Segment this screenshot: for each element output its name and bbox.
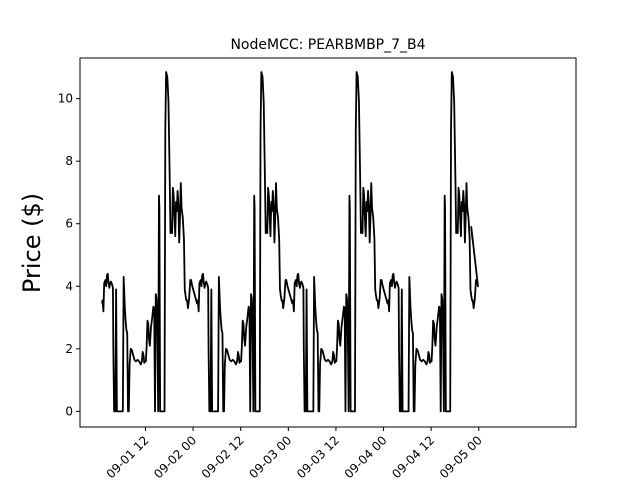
x-tick-label: 09-01 12 (104, 433, 152, 480)
x-tick-label: 09-02 12 (199, 433, 247, 480)
y-axis-ticks: 0 2 4 6 8 10 (58, 92, 80, 418)
x-tick-label: 09-02 00 (151, 433, 199, 480)
x-tick-label: 09-04 00 (342, 433, 390, 480)
x-tick-label: 09-03 12 (294, 433, 342, 480)
y-tick-label: 6 (65, 217, 73, 231)
y-tick-label: 4 (65, 279, 73, 293)
y-tick-label: 2 (65, 342, 73, 356)
plot-area-frame (79, 57, 577, 428)
chart-title: NodeMCC: PEARBMBP_7_B4 (230, 37, 425, 53)
x-tick-label: 09-04 12 (389, 433, 437, 480)
price-series-line (100, 71, 479, 413)
x-tick-label: 09-05 00 (437, 433, 485, 480)
y-tick-label: 0 (65, 404, 73, 418)
x-axis-ticks: 09-01 12 09-02 00 09-02 12 09-03 00 09-03 12… (104, 427, 485, 480)
y-tick-label: 8 (65, 154, 73, 168)
y-tick-label: 10 (58, 92, 73, 106)
x-tick-label: 09-03 00 (246, 433, 294, 480)
y-axis-label: Price ($) (18, 193, 46, 293)
